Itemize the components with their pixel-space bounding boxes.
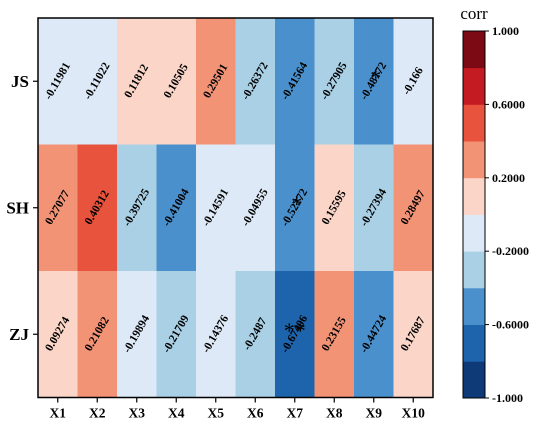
- colorbar: 1.000 0.6000 0.2000 -0.2000 -0.6000 -1.000: [462, 24, 529, 405]
- heatmap-cell-js-x4: [156, 18, 197, 145]
- colorbar-tick-label: 0.2000: [492, 171, 525, 185]
- significance-marker: *: [370, 65, 381, 90]
- column-labels: X1 X2 X3 X4 X5 X6 X7 X8 X9 X10: [50, 397, 425, 421]
- heatmap-cell-zj-x9: [354, 271, 394, 398]
- row-label-zj: ZJ: [9, 325, 29, 344]
- column-label-x5: X5: [208, 406, 225, 421]
- colorbar-bin: [463, 31, 485, 69]
- heatmap-cell-zj-x3: [117, 271, 157, 398]
- heatmap-cell-zj-x4: [156, 271, 197, 398]
- row-label-sh: SH: [6, 198, 29, 217]
- heatmap-cell-zj-x2: [77, 271, 118, 398]
- heatmap-cell-js-x1: [38, 18, 78, 145]
- heatmap-cell-js-x10: [393, 18, 434, 145]
- significance-marks: ****: [284, 65, 382, 343]
- heatmap-cell-sh-x10: [393, 144, 434, 272]
- column-label-x7: X7: [287, 406, 304, 421]
- column-label-x4: X4: [168, 406, 185, 421]
- heatmap-cell-js-x6: [235, 18, 276, 145]
- heatmap-cell-js-x9: [354, 18, 394, 145]
- heatmap-cell-zj-x6: [235, 271, 276, 398]
- heatmap-cell-js-x7: [275, 18, 315, 145]
- heatmap-cell-sh-x7: [275, 144, 315, 272]
- colorbar-tick-label: 0.6000: [492, 97, 525, 111]
- column-label-x8: X8: [326, 406, 343, 421]
- colorbar-frame: [462, 30, 486, 399]
- column-label-x1: X1: [50, 406, 67, 421]
- colorbar-tick-label: -0.6000: [492, 318, 529, 332]
- colorbar-bin: [463, 214, 485, 252]
- heatmap-cells: [38, 18, 434, 398]
- heatmap-cell-zj-x8: [314, 271, 355, 398]
- heatmap-cell-sh-x9: [354, 144, 394, 272]
- column-label-x9: X9: [366, 406, 383, 421]
- heatmap-cell-js-x3: [117, 18, 157, 145]
- heatmap-cell-sh-x3: [117, 144, 157, 272]
- heatmap-cell-sh-x4: [156, 144, 197, 272]
- colorbar-bin: [463, 251, 485, 289]
- heatmap-cell-zj-x7: [275, 271, 315, 398]
- row-labels: JS SH ZJ: [6, 72, 38, 344]
- colorbar-bin: [463, 324, 485, 362]
- colorbar-bin: [463, 141, 485, 179]
- colorbar-bin: [463, 287, 485, 325]
- significance-marker: *: [291, 191, 302, 216]
- colorbar-tick-label: -1.000: [492, 391, 523, 405]
- column-label-x6: X6: [247, 406, 264, 421]
- column-label-x10: X10: [402, 406, 425, 421]
- significance-marker: **: [284, 318, 306, 343]
- heatmap-cell-sh-x1: [38, 144, 78, 272]
- colorbar-title: corr: [460, 4, 488, 23]
- colorbar-bin: [463, 361, 485, 399]
- heatmap-cell-js-x2: [77, 18, 118, 145]
- heatmap-cell-zj-x1: [38, 271, 78, 398]
- colorbar-bin: [463, 177, 485, 215]
- heatmap-cell-sh-x2: [77, 144, 118, 272]
- colorbar-tick-label: 1.000: [492, 24, 519, 38]
- heatmap-cell-js-x8: [314, 18, 355, 145]
- row-label-js: JS: [11, 72, 29, 91]
- heatmap-cell-sh-x8: [314, 144, 355, 272]
- column-label-x3: X3: [129, 406, 146, 421]
- heatmap-cell-js-x5: [196, 18, 236, 145]
- heatmap-cell-sh-x6: [235, 144, 276, 272]
- colorbar-bin: [463, 104, 485, 142]
- colorbar-tick-label: -0.2000: [492, 244, 529, 258]
- heatmap-cell-zj-x10: [393, 271, 434, 398]
- heatmap-cell-zj-x5: [196, 271, 236, 398]
- column-label-x2: X2: [89, 406, 106, 421]
- colorbar-bin: [463, 67, 485, 105]
- heatmap-cell-sh-x5: [196, 144, 236, 272]
